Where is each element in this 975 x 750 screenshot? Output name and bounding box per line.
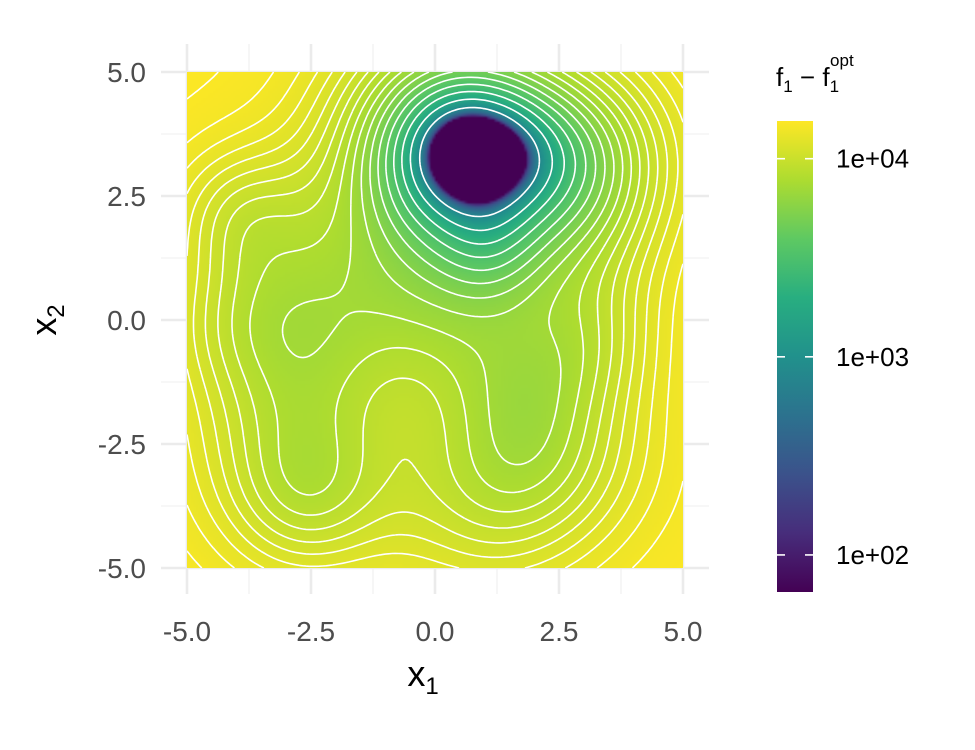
contour-line <box>231 72 641 516</box>
colorbar-tick-label: 1e+03 <box>836 342 909 372</box>
contour-line <box>360 72 615 318</box>
contour-line <box>187 72 683 568</box>
y-tick-label: 0.0 <box>107 305 146 336</box>
contour-line <box>369 72 606 299</box>
x-axis-ticks: -5.0 -2.5 0.0 2.5 5.0 <box>163 616 703 647</box>
contour-line <box>187 72 683 568</box>
legend-title: f1 − f1opt <box>776 51 854 96</box>
y-axis-title-subscript: 2 <box>43 304 70 317</box>
legend-title-sub1: 1 <box>783 77 792 96</box>
contour-line <box>393 83 577 259</box>
y-tick-label: -5.0 <box>98 553 146 584</box>
legend-title-sub2: 1 <box>830 77 839 96</box>
heatmap-surface <box>187 72 683 568</box>
y-tick-label: 5.0 <box>107 57 146 88</box>
contour-line <box>418 106 541 218</box>
y-axis-title-main: x <box>23 318 64 336</box>
contour-line <box>187 72 683 568</box>
legend-title-minus: − f <box>793 62 831 92</box>
contour-line <box>385 76 587 272</box>
x-tick-label: -5.0 <box>163 616 211 647</box>
contour-line <box>249 72 633 496</box>
contour-line <box>187 72 679 568</box>
contour-line <box>204 72 659 544</box>
x-axis-title: x1 <box>407 653 438 700</box>
x-tick-label: 0.0 <box>416 616 455 647</box>
x-tick-label: -2.5 <box>287 616 335 647</box>
x-axis-title-subscript: 1 <box>425 673 438 700</box>
colorbar-ticks: 1e+04 1e+03 1e+02 <box>777 144 909 570</box>
legend-title-superscript: opt <box>830 51 854 70</box>
colorbar-tick-label: 1e+04 <box>836 144 909 174</box>
contour-line <box>192 72 669 559</box>
contour-line <box>409 98 554 232</box>
y-axis-ticks: 5.0 2.5 0.0 -2.5 -5.0 <box>98 57 146 584</box>
y-tick-label: -2.5 <box>98 429 146 460</box>
contour-line <box>401 90 565 245</box>
x-axis-title-main: x <box>407 653 425 694</box>
contour-line <box>281 72 624 466</box>
legend-title-main: f <box>776 62 784 92</box>
contour-line <box>187 72 219 100</box>
contour-lines <box>187 72 683 568</box>
y-axis-title: x2 <box>23 304 70 335</box>
contour-line <box>377 72 597 285</box>
x-tick-label: 5.0 <box>664 616 703 647</box>
x-tick-label: 2.5 <box>540 616 579 647</box>
contour-line <box>217 72 650 531</box>
y-tick-label: 2.5 <box>107 181 146 212</box>
colorbar-tick-label: 1e+02 <box>836 540 909 570</box>
